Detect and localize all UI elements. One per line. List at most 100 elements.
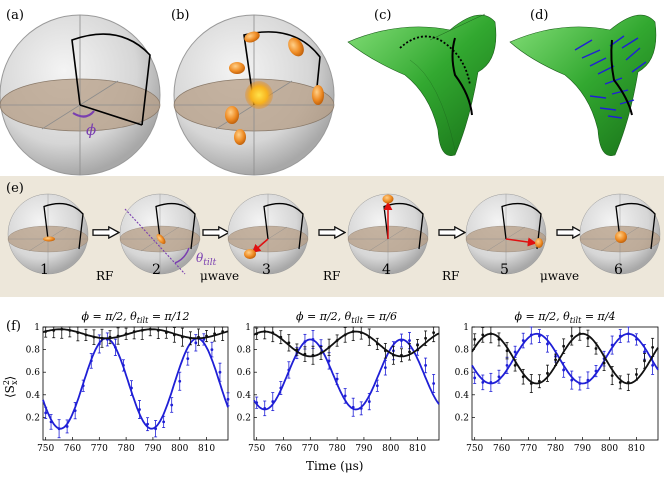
panel-label-e: (e) [6, 181, 24, 196]
data-point [255, 401, 259, 405]
y-tick-label: 0.2 [26, 413, 40, 423]
data-point [554, 358, 557, 362]
data-point [351, 330, 355, 333]
data-point [327, 359, 331, 363]
x-tick-label: 770 [520, 444, 537, 454]
x-tick-label: 790 [355, 444, 372, 454]
data-point [626, 332, 630, 336]
data-point [578, 332, 582, 336]
data-point [497, 338, 501, 341]
data-point [473, 376, 477, 380]
step-label: 3 [262, 262, 271, 278]
x-tick-label: 760 [275, 444, 292, 454]
state-blob [245, 81, 273, 109]
data-point [327, 345, 331, 349]
sequence-sphere-1 [7, 193, 89, 275]
data-point [610, 374, 614, 377]
plot-frame [42, 326, 229, 441]
data-point [73, 409, 77, 413]
data-point [424, 336, 427, 340]
data-point [505, 364, 509, 367]
data-point [546, 371, 549, 375]
data-point [383, 349, 387, 353]
x-tick-label: 800 [601, 444, 618, 454]
x-tick-label: 800 [382, 444, 399, 454]
data-point [635, 338, 638, 341]
theta-tilt-label: θtilt [196, 251, 217, 268]
data-point [570, 334, 574, 338]
y-axis-label: ⟨S2x⟩ [2, 376, 19, 398]
data-point [108, 335, 112, 339]
data-point [618, 380, 622, 384]
data-point [586, 336, 590, 340]
data-point [162, 420, 166, 424]
data-point [505, 349, 509, 353]
data-point [529, 382, 533, 385]
chart-3: ϕ = π/2, θtilt = π/4 750 760 770 780 790 800 81… [455, 310, 659, 454]
data-point [116, 334, 120, 338]
y-tick-label: 0.8 [455, 346, 470, 356]
panel-d: (d) [509, 8, 657, 157]
phi-arc [72, 110, 95, 118]
data-point [643, 359, 646, 363]
data-point [618, 334, 622, 338]
panel-label-a: (a) [6, 8, 24, 23]
data-point [359, 331, 363, 335]
data-point [210, 348, 214, 351]
x-tick-label: 810 [409, 444, 426, 454]
data-point [392, 353, 395, 357]
y-tick-label: 0.6 [26, 368, 41, 378]
data-point [513, 364, 517, 367]
trajectory-path [451, 37, 473, 116]
data-point [124, 332, 128, 336]
data-point [44, 411, 48, 415]
chart-title: ϕ = π/2, θtilt = π/12 [82, 310, 190, 325]
data-point [319, 351, 323, 355]
panel-b: (b) [171, 8, 335, 176]
x-tick-label: 810 [628, 444, 645, 454]
panel-a: ϕ (a) [0, 8, 161, 176]
data-point [146, 422, 149, 426]
data-point [489, 332, 493, 336]
data-point [416, 343, 419, 347]
data-point [375, 342, 379, 346]
data-point [122, 364, 125, 367]
data-point [562, 368, 566, 372]
operation-label: RF [442, 269, 459, 283]
data-point [279, 335, 283, 339]
data-point [546, 342, 549, 346]
y-tick-label: 0.4 [237, 391, 252, 401]
data-point [651, 345, 655, 349]
x-tick-label: 790 [574, 444, 591, 454]
x-tick-label: 770 [302, 444, 319, 454]
data-point [359, 406, 363, 410]
data-point [651, 364, 655, 367]
data-point [68, 328, 72, 332]
x-tick-label: 760 [64, 444, 81, 454]
data-point [172, 333, 176, 337]
data-point [186, 357, 190, 361]
plot-frame [253, 326, 440, 441]
y-tick-label: 0.4 [455, 391, 470, 401]
orange-ellipsoid [225, 106, 239, 124]
saddle-surface [347, 14, 497, 157]
data-point [113, 345, 117, 349]
sequence-sphere-3 [227, 193, 309, 275]
step-label: 5 [500, 262, 509, 278]
data-point [635, 373, 638, 376]
panel-c: (c) [347, 8, 497, 157]
data-point [529, 333, 533, 337]
data-point [52, 328, 56, 332]
data-point [218, 370, 222, 374]
fit-line-black [253, 330, 440, 358]
data-point [92, 335, 96, 339]
data-point [65, 425, 69, 428]
data-point [287, 368, 291, 372]
operation-label: RF [96, 269, 113, 283]
data-point [279, 386, 283, 390]
data-point [130, 386, 133, 390]
data-point [335, 377, 339, 381]
orange-ellipsoid [244, 31, 260, 43]
data-point [626, 380, 630, 384]
data-point [594, 347, 598, 350]
